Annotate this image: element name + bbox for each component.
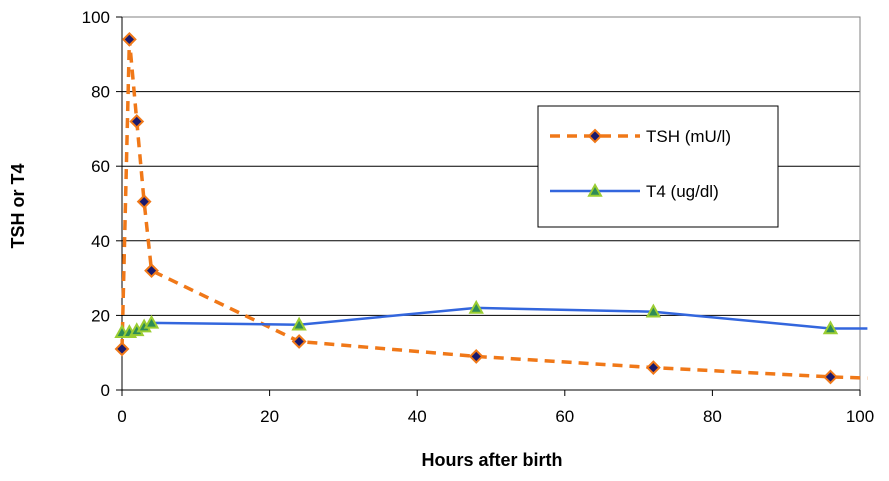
series-tsh <box>114 31 868 385</box>
x-tick-label-20: 20 <box>260 407 279 426</box>
x-tick-label-60: 60 <box>555 407 574 426</box>
tick-labels: 0 20 40 60 80 100 0 20 40 60 80 100 <box>82 8 875 426</box>
y-tick-label-20: 20 <box>91 306 110 325</box>
legend-marker-tsh <box>587 128 603 144</box>
x-tick-label-0: 0 <box>117 407 126 426</box>
tsh-point-6 <box>468 349 484 364</box>
y-tick-label-80: 80 <box>91 83 110 102</box>
gridlines <box>122 91 860 316</box>
tsh-point-7 <box>645 360 661 376</box>
y-tick-label-100: 100 <box>82 8 110 27</box>
t4-point-4 <box>143 314 160 329</box>
tsh-point-2 <box>129 114 145 129</box>
legend-marker-t4 <box>587 182 603 197</box>
x-axis-title: Hours after birth <box>421 450 562 470</box>
y-tick-label-60: 60 <box>91 157 110 176</box>
tsh-point-8 <box>823 369 838 385</box>
tsh-point-1 <box>121 31 137 47</box>
x-tick-label-40: 40 <box>408 407 427 426</box>
tsh-point-4 <box>144 263 159 279</box>
t4-point-6 <box>468 299 484 314</box>
y-tick-label-40: 40 <box>91 232 110 251</box>
legend-label-t4: T4 (ug/dl) <box>646 182 719 201</box>
t4-point-7 <box>645 303 662 318</box>
legend: TSH (mU/l) T4 (ug/dl) <box>537 105 779 228</box>
tsh-point-3 <box>136 194 152 210</box>
y-tick-label-0: 0 <box>101 381 110 400</box>
x-tick-label-100: 100 <box>846 407 874 426</box>
legend-label-tsh: TSH (mU/l) <box>646 127 731 146</box>
t4-point-5 <box>291 316 307 331</box>
x-tick-label-80: 80 <box>703 407 722 426</box>
series-t4 <box>114 299 868 338</box>
y-axis-title: TSH or T4 <box>8 163 28 248</box>
series-layer <box>114 31 868 385</box>
legend-box <box>537 105 779 228</box>
tsh-point-5 <box>291 334 307 349</box>
t4-point-8 <box>822 320 839 335</box>
tsh-point-0 <box>114 341 130 357</box>
